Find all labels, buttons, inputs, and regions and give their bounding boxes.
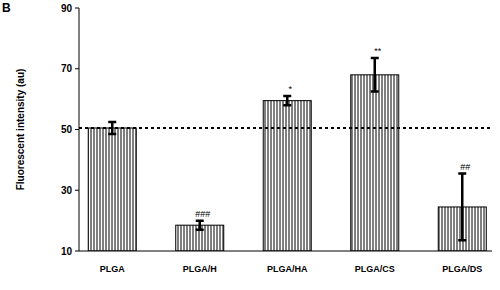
x-tick-label: PLGA/H: [183, 264, 217, 274]
y-tick: [75, 8, 79, 9]
x-tick-label: PLGA/CS: [355, 264, 395, 274]
annotation: *: [288, 84, 292, 94]
y-tick: [75, 129, 79, 130]
bar: [88, 128, 136, 251]
chart: BFluorescent intensity (au)1030507090###…: [0, 0, 500, 290]
y-axis-label: Fluorescent intensity (au): [15, 69, 26, 191]
error-bar: [371, 58, 379, 91]
y-tick-label: 50: [61, 124, 73, 135]
y-axis: [79, 8, 80, 251]
bar: [263, 101, 311, 251]
y-tick-label: 30: [61, 185, 73, 196]
x-tick-label: PLGA/DS: [442, 264, 482, 274]
annotation: **: [374, 46, 382, 56]
error-bar: [196, 221, 204, 230]
bar: [351, 75, 399, 251]
x-axis: [79, 251, 492, 252]
error-bar: [458, 174, 466, 241]
y-tick: [75, 190, 79, 191]
y-tick-label: 90: [61, 3, 73, 14]
error-bar: [283, 96, 291, 105]
y-tick-label: 10: [61, 246, 73, 257]
error-bar: [108, 122, 116, 134]
y-tick: [75, 68, 79, 69]
x-tick-label: PLGA: [100, 264, 126, 274]
annotation: ##: [460, 162, 470, 172]
plot-marks: [79, 58, 492, 251]
y-tick: [75, 251, 79, 252]
title: B: [2, 1, 11, 15]
annotation: ###: [195, 209, 210, 219]
x-tick-label: PLGA/HA: [267, 264, 308, 274]
y-tick-label: 70: [61, 63, 73, 74]
reference-line: [79, 127, 492, 129]
